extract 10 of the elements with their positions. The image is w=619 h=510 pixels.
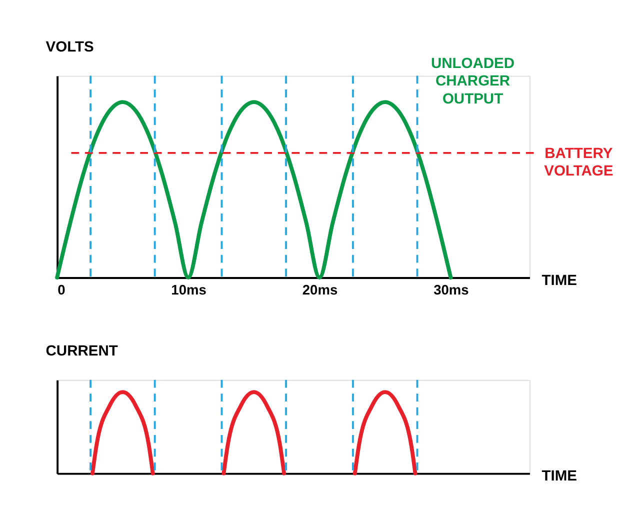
text: UNLOADED CHARGER OUTPUT bbox=[430, 56, 515, 108]
x-tick-label: 0 bbox=[58, 282, 66, 298]
x-axis-title: TIME bbox=[542, 272, 578, 289]
x-tick-label: 10ms bbox=[171, 282, 207, 298]
x-tick-label: 20ms bbox=[302, 282, 338, 298]
ref-line-label: BATTERY VOLTAGE bbox=[544, 146, 614, 180]
x-tick-label: 30ms bbox=[434, 282, 470, 298]
x-axis-title: TIME bbox=[542, 468, 578, 485]
y-axis-title: VOLTS bbox=[46, 40, 94, 56]
y-axis-title: CURRENT bbox=[46, 344, 118, 360]
